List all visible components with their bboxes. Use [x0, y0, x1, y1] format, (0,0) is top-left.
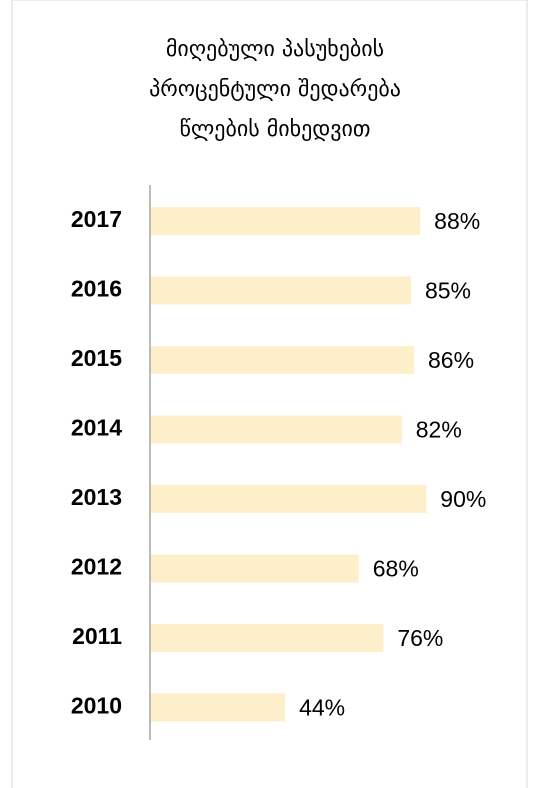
bar — [150, 207, 421, 235]
bar — [150, 276, 411, 305]
chart-frame — [11, 0, 528, 788]
y-tick-label: 2011 — [72, 623, 122, 649]
bar — [150, 693, 286, 722]
y-tick-label: 2013 — [71, 484, 122, 510]
bar — [150, 624, 384, 652]
data-label: 90% — [440, 486, 486, 512]
y-tick-label: 2016 — [71, 276, 122, 302]
y-tick-label: 2015 — [71, 345, 122, 371]
data-label: 44% — [299, 695, 345, 721]
bar — [150, 346, 415, 374]
chart-title: წლების მიხედვით — [179, 117, 370, 142]
bar — [150, 485, 427, 513]
y-tick-label: 2014 — [71, 415, 122, 441]
data-label: 86% — [428, 347, 474, 373]
y-tick-label: 2012 — [71, 554, 122, 580]
data-label: 68% — [373, 556, 419, 582]
bar — [150, 415, 402, 444]
chart-title: მიღებული პასუხების — [166, 37, 384, 62]
chart-title: პროცენტული შედარება — [149, 77, 401, 102]
data-label: 88% — [434, 208, 480, 234]
data-label: 76% — [397, 625, 443, 651]
data-label: 82% — [416, 417, 462, 443]
y-tick-label: 2017 — [71, 206, 122, 232]
y-tick-label: 2010 — [71, 693, 122, 719]
data-label: 85% — [425, 278, 471, 304]
bar — [150, 554, 359, 583]
